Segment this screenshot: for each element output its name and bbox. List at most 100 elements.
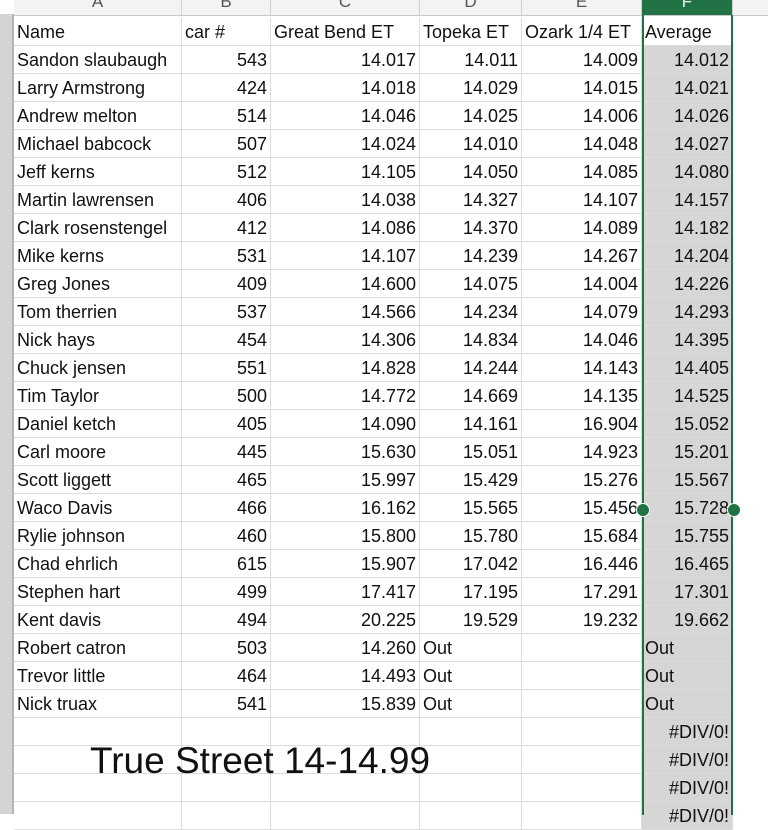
- cell[interactable]: [182, 802, 271, 830]
- cell[interactable]: 14.267: [522, 242, 642, 270]
- cell[interactable]: 500: [182, 382, 271, 410]
- cell[interactable]: 541: [182, 690, 271, 718]
- cell[interactable]: Jeff kerns: [14, 158, 182, 186]
- cell[interactable]: #DIV/0!: [642, 802, 733, 830]
- cell[interactable]: 16.446: [522, 550, 642, 578]
- cell[interactable]: 14.024: [271, 130, 420, 158]
- cell[interactable]: 14.050: [420, 158, 522, 186]
- cell[interactable]: 14.080: [642, 158, 733, 186]
- cell[interactable]: 14.306: [271, 326, 420, 354]
- cell[interactable]: 14.226: [642, 270, 733, 298]
- column-header-c[interactable]: C: [271, 0, 420, 15]
- cell[interactable]: Tim Taylor: [14, 382, 182, 410]
- cell[interactable]: Sandon slaubaugh: [14, 46, 182, 74]
- cell[interactable]: 14.161: [420, 410, 522, 438]
- cell[interactable]: Out: [420, 690, 522, 718]
- cell[interactable]: Chuck jensen: [14, 354, 182, 382]
- cell[interactable]: 17.195: [420, 578, 522, 606]
- cell[interactable]: 15.630: [271, 438, 420, 466]
- cell[interactable]: [522, 634, 642, 662]
- cell[interactable]: 503: [182, 634, 271, 662]
- cell[interactable]: Out: [420, 634, 522, 662]
- cell[interactable]: [522, 662, 642, 690]
- cell[interactable]: [522, 690, 642, 718]
- cell[interactable]: Out: [420, 662, 522, 690]
- cell[interactable]: [522, 746, 642, 774]
- selection-handle-left[interactable]: [636, 503, 650, 517]
- cell[interactable]: Out: [642, 662, 733, 690]
- cell[interactable]: Larry Armstrong: [14, 74, 182, 102]
- cell[interactable]: Waco Davis: [14, 494, 182, 522]
- cell[interactable]: 16.162: [271, 494, 420, 522]
- cell[interactable]: 14.086: [271, 214, 420, 242]
- cell[interactable]: 14.772: [271, 382, 420, 410]
- cell[interactable]: 17.417: [271, 578, 420, 606]
- cell[interactable]: 14.079: [522, 298, 642, 326]
- cell[interactable]: 464: [182, 662, 271, 690]
- column-header-a[interactable]: A: [14, 0, 182, 15]
- cell[interactable]: 14.090: [271, 410, 420, 438]
- cell[interactable]: Andrew melton: [14, 102, 182, 130]
- cell[interactable]: 15.565: [420, 494, 522, 522]
- cell[interactable]: 14.006: [522, 102, 642, 130]
- cell[interactable]: 460: [182, 522, 271, 550]
- cell[interactable]: 15.456: [522, 494, 642, 522]
- cell[interactable]: 16.465: [642, 550, 733, 578]
- cell[interactable]: [182, 774, 271, 802]
- cell[interactable]: [420, 746, 522, 774]
- cell[interactable]: 454: [182, 326, 271, 354]
- cell[interactable]: Rylie johnson: [14, 522, 182, 550]
- cell[interactable]: 15.201: [642, 438, 733, 466]
- cell[interactable]: 14.017: [271, 46, 420, 74]
- cell[interactable]: 14.157: [642, 186, 733, 214]
- cell[interactable]: 14.566: [271, 298, 420, 326]
- cell[interactable]: 406: [182, 186, 271, 214]
- cell[interactable]: 15.800: [271, 522, 420, 550]
- cell[interactable]: [522, 718, 642, 746]
- cell[interactable]: 14.046: [271, 102, 420, 130]
- cell[interactable]: 15.839: [271, 690, 420, 718]
- cell[interactable]: Nick hays: [14, 326, 182, 354]
- cell[interactable]: 14.015: [522, 74, 642, 102]
- cell[interactable]: Out: [642, 690, 733, 718]
- cell[interactable]: 14.239: [420, 242, 522, 270]
- cell[interactable]: [420, 802, 522, 830]
- cell[interactable]: [14, 718, 182, 746]
- cell[interactable]: 14.600: [271, 270, 420, 298]
- cell[interactable]: [14, 746, 182, 774]
- cell[interactable]: 15.429: [420, 466, 522, 494]
- column-header-d[interactable]: D: [420, 0, 522, 15]
- cell[interactable]: [420, 774, 522, 802]
- cell[interactable]: 14.046: [522, 326, 642, 354]
- cell[interactable]: Mike kerns: [14, 242, 182, 270]
- cell[interactable]: Robert catron: [14, 634, 182, 662]
- column-title[interactable]: Average: [642, 18, 733, 46]
- cell[interactable]: Carl moore: [14, 438, 182, 466]
- cell[interactable]: Tom therrien: [14, 298, 182, 326]
- cell[interactable]: 17.042: [420, 550, 522, 578]
- cell[interactable]: 445: [182, 438, 271, 466]
- cell[interactable]: 14.234: [420, 298, 522, 326]
- cell[interactable]: 14.135: [522, 382, 642, 410]
- cell[interactable]: 15.907: [271, 550, 420, 578]
- cell[interactable]: 14.923: [522, 438, 642, 466]
- cell[interactable]: 551: [182, 354, 271, 382]
- column-header-e[interactable]: E: [522, 0, 642, 15]
- cell[interactable]: 424: [182, 74, 271, 102]
- cell[interactable]: 15.051: [420, 438, 522, 466]
- column-header-f[interactable]: F: [642, 0, 733, 15]
- cell[interactable]: 512: [182, 158, 271, 186]
- cell[interactable]: Chad ehrlich: [14, 550, 182, 578]
- cell[interactable]: 16.904: [522, 410, 642, 438]
- cell[interactable]: Stephen hart: [14, 578, 182, 606]
- cell[interactable]: 14.107: [522, 186, 642, 214]
- cell[interactable]: 465: [182, 466, 271, 494]
- cell[interactable]: 14.370: [420, 214, 522, 242]
- cell[interactable]: 14.107: [271, 242, 420, 270]
- cell[interactable]: 14.075: [420, 270, 522, 298]
- cell[interactable]: 14.018: [271, 74, 420, 102]
- cell[interactable]: 15.780: [420, 522, 522, 550]
- cell[interactable]: 14.025: [420, 102, 522, 130]
- cell[interactable]: 17.291: [522, 578, 642, 606]
- cell[interactable]: 14.010: [420, 130, 522, 158]
